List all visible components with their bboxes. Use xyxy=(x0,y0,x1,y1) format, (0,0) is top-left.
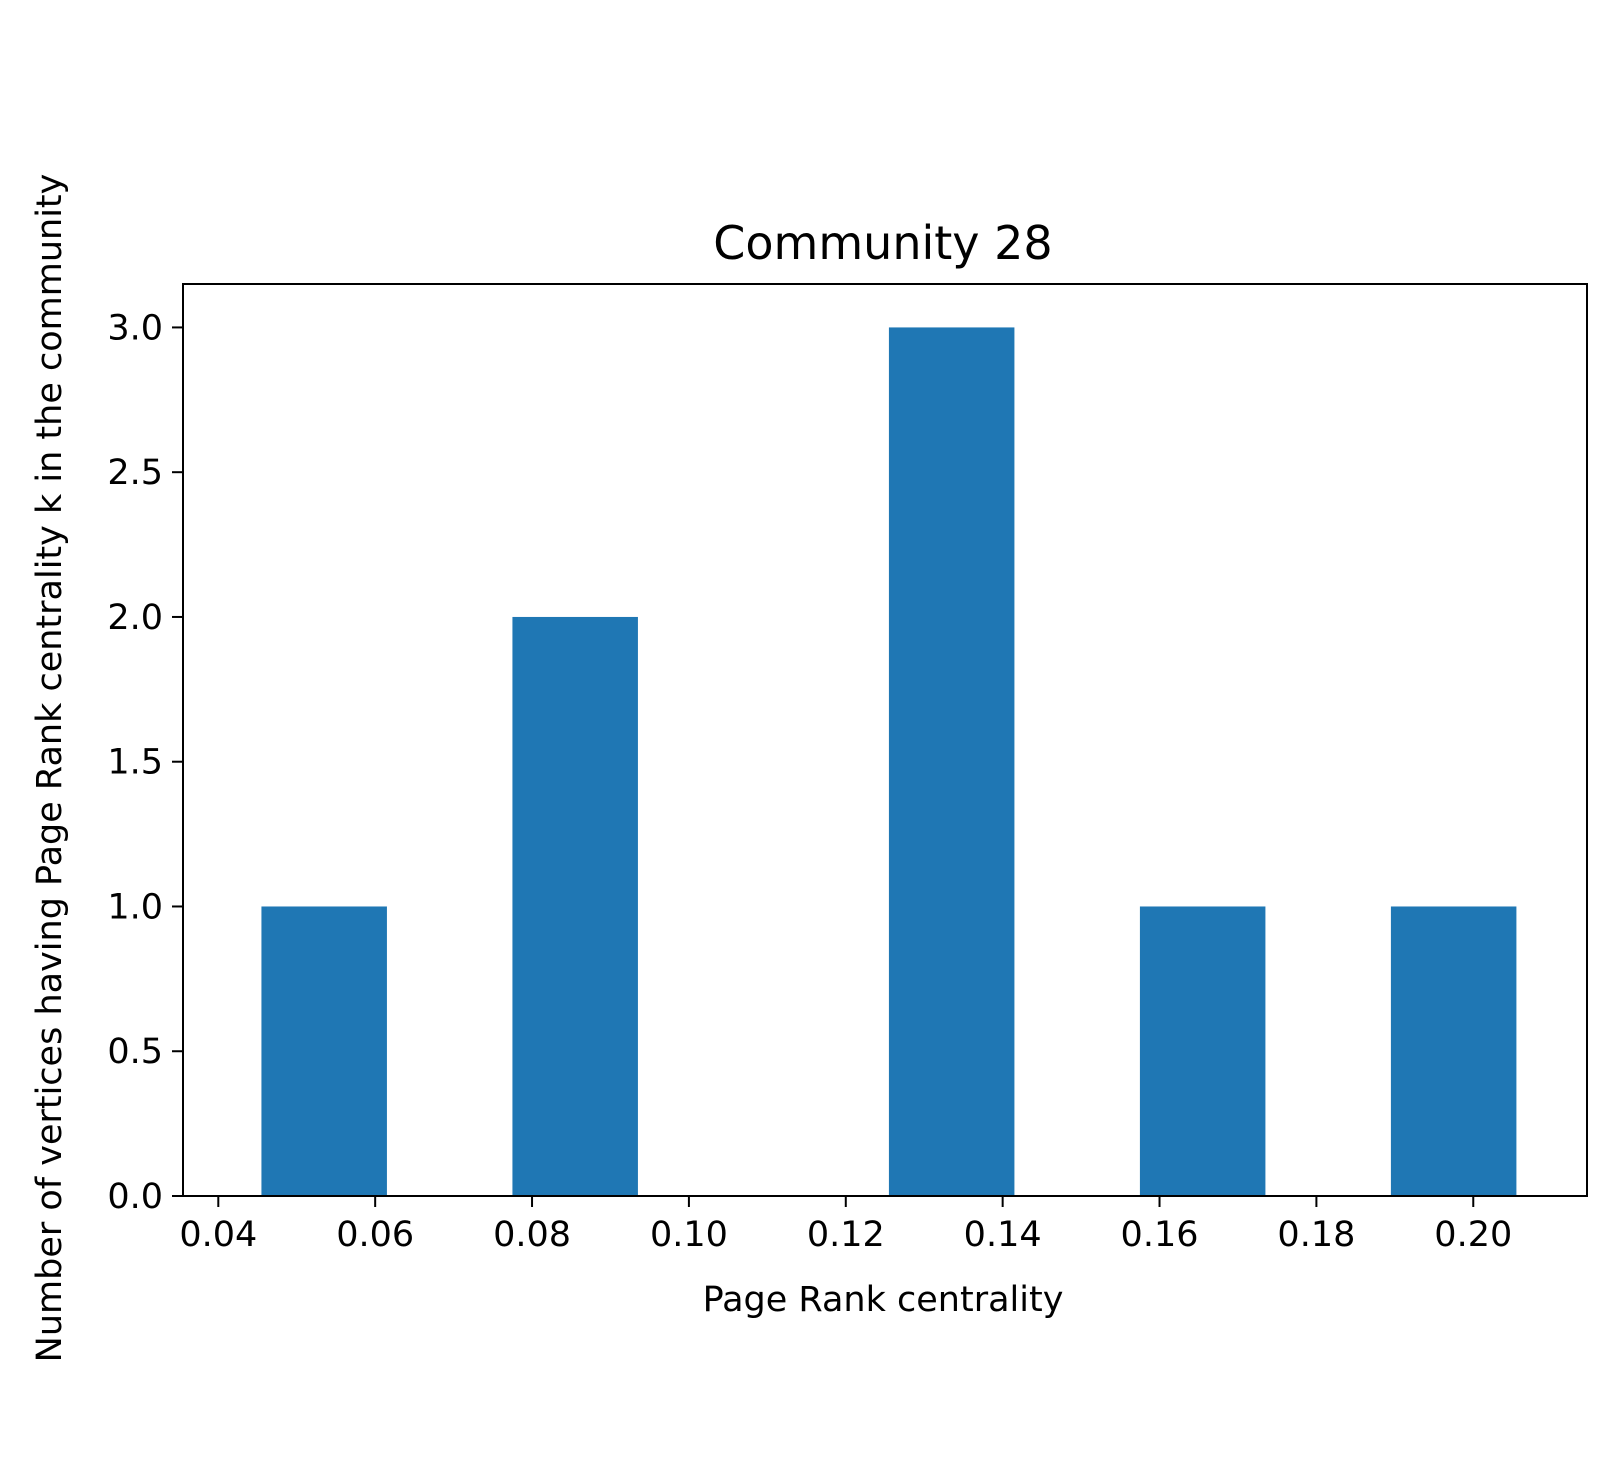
y-tick-label: 1.5 xyxy=(107,743,163,783)
bar-2 xyxy=(512,616,638,1196)
x-tick-label: 0.16 xyxy=(1121,1215,1199,1255)
bars-layer xyxy=(261,327,1517,1196)
y-tick-label: 0.5 xyxy=(107,1032,163,1072)
x-tick-label: 0.20 xyxy=(1434,1215,1512,1255)
x-tick-label: 0.06 xyxy=(336,1215,414,1255)
bar-5 xyxy=(1390,906,1517,1196)
bar-1 xyxy=(261,906,387,1196)
x-tick-label: 0.14 xyxy=(964,1215,1042,1255)
y-axis-label: Number of vertices having Page Rank cent… xyxy=(30,174,70,1363)
x-tick-label: 0.04 xyxy=(179,1215,257,1255)
y-tick-label: 0.0 xyxy=(107,1177,163,1217)
x-tick-label: 0.08 xyxy=(493,1215,571,1255)
bar-3 xyxy=(888,327,1015,1196)
plot-frame xyxy=(182,283,1588,1197)
x-axis-label: Page Rank centrality xyxy=(703,1280,1064,1320)
y-tick-label: 2.5 xyxy=(107,453,163,493)
x-axis: 0.04 0.06 0.08 0.10 0.12 0.14 0.16 0.18 0.20 xyxy=(179,1196,1512,1255)
x-tick-label: 0.18 xyxy=(1277,1215,1355,1255)
y-tick-label: 2.0 xyxy=(107,598,163,638)
chart-title: Community 28 xyxy=(713,216,1052,270)
y-axis: 0.0 0.5 1.0 1.5 2.0 2.5 3.0 xyxy=(107,308,183,1217)
x-tick-label: 0.12 xyxy=(807,1215,885,1255)
x-tick-label: 0.10 xyxy=(650,1215,728,1255)
y-tick-label: 3.0 xyxy=(107,308,163,348)
y-tick-label: 1.0 xyxy=(107,887,163,927)
bar-4 xyxy=(1139,906,1266,1196)
